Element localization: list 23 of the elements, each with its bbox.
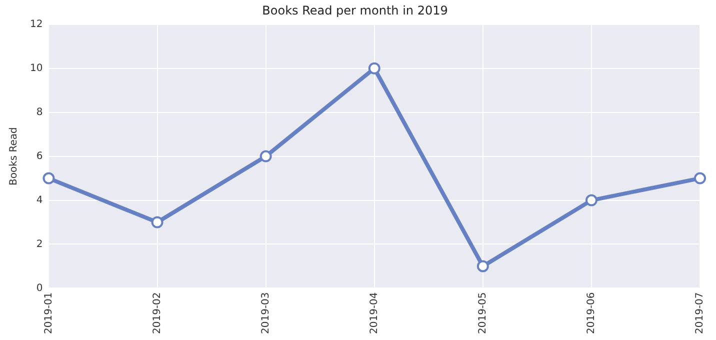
x-tick-label: 2019-01 — [43, 292, 54, 334]
y-tick-label: 6 — [36, 150, 43, 162]
y-tick-label: 12 — [30, 18, 43, 30]
y-tick-label: 8 — [36, 106, 43, 118]
point — [694, 172, 706, 184]
y-tick-label: 4 — [36, 194, 43, 206]
point — [476, 260, 489, 272]
x-tick-label: 2019-05 — [478, 292, 488, 334]
x-tick-label: 2019-04 — [368, 292, 380, 334]
x-tick-label: 2019-02 — [152, 292, 163, 334]
point — [585, 194, 598, 206]
x-tick-label: 2019-03 — [260, 292, 272, 334]
point — [151, 216, 164, 228]
y-tick-label: 10 — [30, 62, 43, 74]
point — [260, 150, 272, 162]
x-tick-label: 2019-07 — [694, 292, 706, 334]
chart-title: Books Read per month in 2019 — [262, 3, 448, 18]
y-tick-label: 2 — [36, 238, 43, 250]
y-tick-label: 0 — [36, 282, 43, 294]
point — [368, 62, 380, 74]
point — [42, 172, 55, 184]
x-tick-label: 2019-06 — [586, 292, 598, 334]
y-axis-title: Books Read — [8, 127, 20, 186]
